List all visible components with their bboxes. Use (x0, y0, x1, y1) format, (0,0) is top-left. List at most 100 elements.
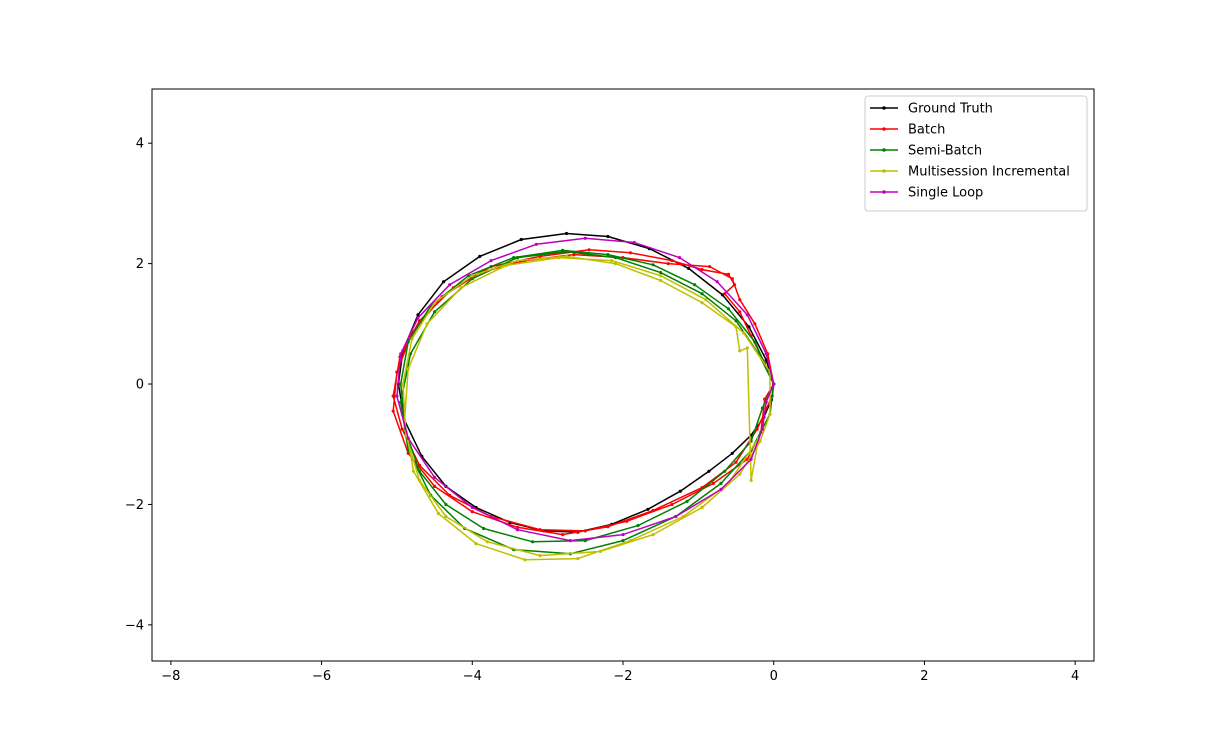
data-point (723, 469, 727, 473)
data-point (753, 340, 757, 344)
data-point (610, 259, 614, 263)
data-point (564, 231, 569, 236)
data-point (677, 256, 682, 260)
series-4 (395, 236, 776, 543)
data-point (670, 502, 674, 507)
data-point (700, 292, 704, 296)
data-point (515, 528, 520, 532)
data-point (538, 528, 542, 532)
data-point (444, 514, 448, 519)
data-point (433, 310, 437, 314)
data-point (399, 382, 403, 386)
data-point (598, 549, 603, 554)
data-point (504, 263, 508, 267)
data-point (417, 463, 422, 467)
data-point (410, 337, 414, 341)
series-2 (399, 248, 776, 556)
data-point (433, 475, 437, 479)
data-point (482, 526, 486, 531)
y-tick-label: −4 (125, 618, 144, 633)
data-point (772, 382, 776, 386)
data-point (693, 283, 697, 287)
data-point (764, 400, 768, 404)
data-point (538, 554, 542, 558)
data-point (613, 262, 618, 266)
data-point (417, 478, 422, 482)
data-point (646, 507, 650, 511)
data-point (406, 367, 410, 371)
series-line (396, 237, 775, 542)
data-point (764, 352, 768, 356)
data-point (568, 539, 572, 543)
series-3 (401, 254, 772, 562)
data-point (534, 242, 538, 246)
data-point (470, 277, 474, 281)
data-point (625, 519, 629, 523)
data-point (417, 469, 422, 473)
data-point (700, 268, 704, 272)
data-point (531, 540, 535, 544)
legend-marker (882, 190, 886, 194)
data-point (659, 278, 663, 283)
x-tick-label: 0 (770, 669, 778, 684)
data-point (659, 271, 663, 275)
data-point (704, 298, 708, 302)
legend-marker (882, 127, 886, 131)
data-point (749, 478, 753, 482)
data-point (738, 472, 742, 476)
x-tick-label: −6 (312, 669, 331, 684)
data-point (734, 325, 738, 329)
data-point (448, 493, 452, 497)
data-point (523, 558, 527, 562)
data-point (519, 237, 523, 242)
data-point (749, 457, 753, 461)
data-point (576, 557, 580, 561)
data-point (651, 508, 655, 513)
data-point (572, 253, 576, 257)
data-point (734, 319, 738, 323)
data-point (470, 505, 474, 510)
y-tick-label: −2 (125, 498, 144, 513)
data-point (459, 286, 463, 290)
data-point (747, 325, 751, 329)
data-point (651, 263, 655, 267)
data-point (687, 266, 691, 270)
x-tick-label: −8 (161, 669, 180, 684)
data-point (425, 322, 429, 326)
data-point (755, 427, 759, 431)
data-point (670, 259, 674, 263)
series-0 (396, 231, 776, 534)
data-point (681, 514, 685, 519)
data-point (411, 469, 416, 473)
data-point (742, 331, 746, 335)
data-point (707, 469, 711, 473)
data-point (711, 481, 716, 485)
data-point (628, 539, 633, 543)
legend-label: Multisession Incremental (908, 165, 1070, 180)
x-axis: −8 −6 −4 −2 0 2 4 (161, 661, 1079, 684)
y-axis: −4 −2 0 2 4 (125, 137, 152, 633)
y-tick-label: 2 (136, 257, 144, 272)
legend-item: Ground Truth (870, 102, 993, 117)
data-point (470, 274, 474, 278)
data-point (442, 280, 446, 284)
data-point (730, 277, 734, 281)
data-point (708, 265, 712, 269)
legend-item: Semi-Batch (870, 144, 982, 159)
data-point (732, 283, 737, 287)
data-point (395, 394, 399, 398)
legend-marker (882, 148, 886, 152)
legend-label: Ground Truth (908, 102, 993, 117)
data-point (401, 382, 405, 386)
y-tick-label: 0 (136, 378, 144, 393)
data-point (678, 489, 682, 493)
data-point (734, 460, 738, 464)
data-point (745, 346, 749, 350)
data-point (561, 248, 565, 252)
data-point (723, 292, 727, 296)
data-point (564, 254, 569, 258)
data-point (564, 250, 569, 254)
data-point (700, 505, 704, 510)
data-point (485, 540, 489, 544)
